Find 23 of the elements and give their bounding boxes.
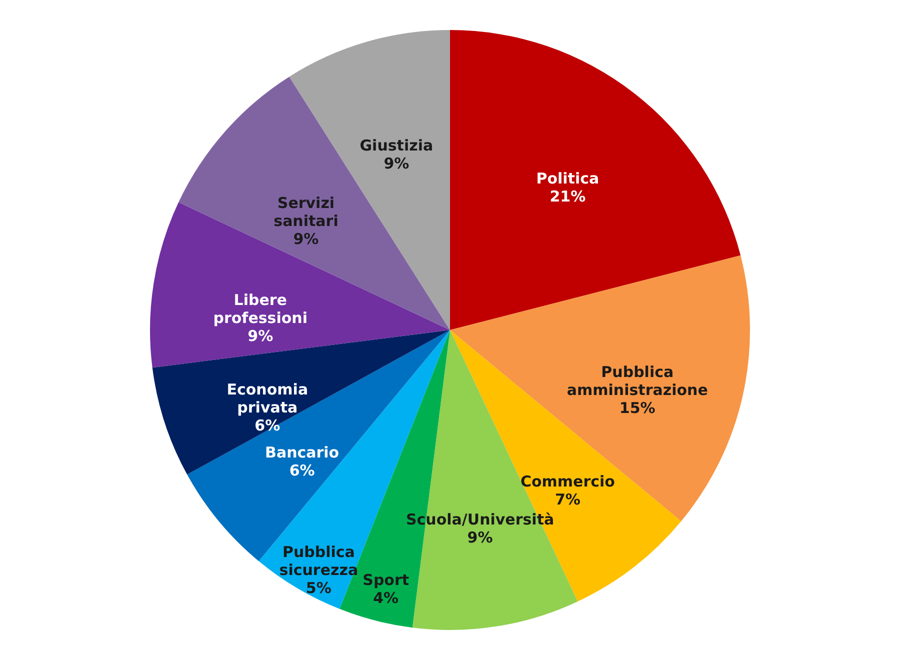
- data-label: 9%: [467, 528, 493, 547]
- data-label: 5%: [306, 579, 332, 598]
- data-label: 21%: [550, 187, 586, 206]
- slice-label: Sport: [362, 570, 410, 589]
- data-label: 7%: [554, 490, 580, 509]
- pie-slice: [152, 330, 450, 475]
- data-label: 6%: [254, 416, 280, 434]
- slice-label: Economia privata: [226, 380, 308, 416]
- slice-label: Commercio: [520, 472, 615, 491]
- data-label: 6%: [289, 461, 315, 480]
- slice-label: Politica: [536, 169, 600, 188]
- data-label: 4%: [373, 588, 399, 607]
- slice-label: Bancario: [265, 443, 340, 462]
- slice-label: Pubblica amministrazione: [566, 362, 708, 399]
- data-label: 9%: [248, 326, 274, 345]
- slice-label: Servizi sanitari: [274, 194, 338, 230]
- pie-slice: [450, 30, 741, 330]
- pie-slice: [178, 76, 450, 330]
- data-label: 9%: [384, 154, 410, 173]
- data-label: 15%: [619, 398, 656, 417]
- data-label: 9%: [293, 230, 319, 248]
- slice-label: Giustizia: [360, 136, 434, 155]
- slice-label: Libere professioni: [213, 290, 308, 327]
